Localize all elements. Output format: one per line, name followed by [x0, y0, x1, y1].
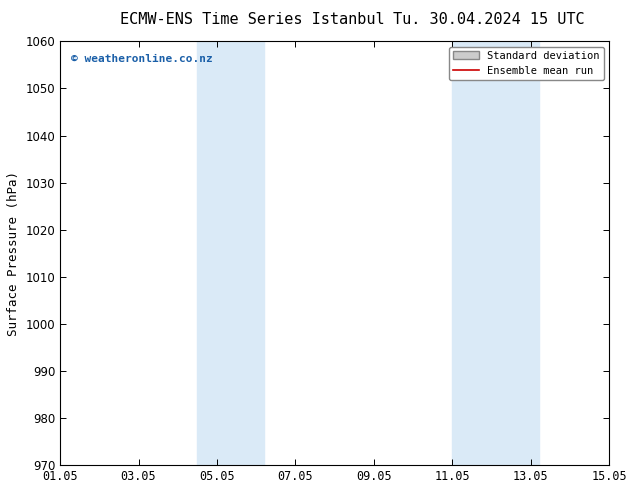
Text: Tu. 30.04.2024 15 UTC: Tu. 30.04.2024 15 UTC — [392, 12, 585, 26]
Bar — [197, 41, 264, 465]
Legend: Standard deviation, Ensemble mean run: Standard deviation, Ensemble mean run — [449, 47, 604, 80]
Text: ECMW-ENS Time Series Istanbul: ECMW-ENS Time Series Istanbul — [120, 12, 385, 26]
Y-axis label: Surface Pressure (hPa): Surface Pressure (hPa) — [7, 171, 20, 336]
Text: © weatheronline.co.nz: © weatheronline.co.nz — [71, 54, 213, 64]
Bar — [452, 41, 539, 465]
